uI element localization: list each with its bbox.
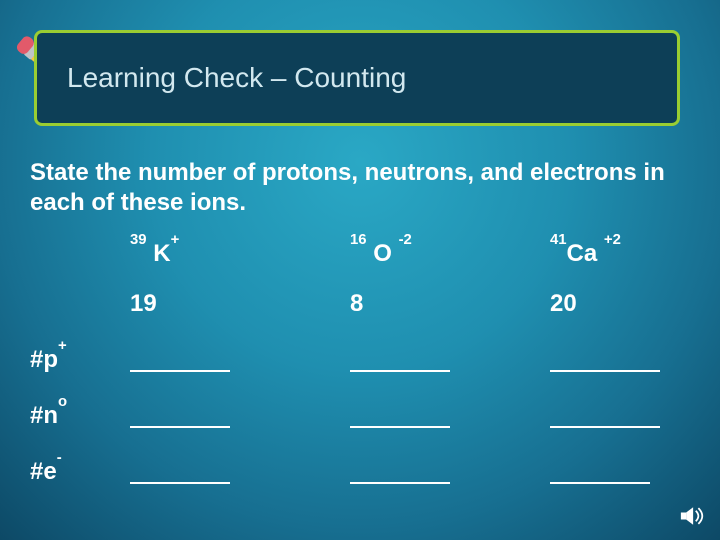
electrons-blank-3 [550, 458, 720, 491]
neutrons-label: #no [30, 402, 120, 430]
electrons-blank-2 [350, 458, 530, 491]
slide-title: Learning Check – Counting [67, 62, 406, 94]
protons-blank-2 [350, 346, 530, 379]
z-col-3: 20 [550, 290, 720, 318]
neutrons-blank-2 [350, 402, 530, 435]
slide: Learning Check – Counting State the numb… [0, 0, 720, 540]
instruction-text: State the number of protons, neutrons, a… [30, 158, 710, 218]
electrons-blank-1 [130, 458, 310, 491]
title-box: Learning Check – Counting [34, 30, 680, 126]
ion-table: 39 K+ 16 O -2 41Ca +2 19 8 20 #p+ [30, 240, 700, 508]
neutrons-row: #no [30, 402, 700, 452]
protons-row: #p+ [30, 346, 700, 396]
z-col-1: 19 [130, 290, 310, 318]
neutrons-blank-1 [130, 402, 310, 435]
ion-row: 39 K+ 16 O -2 41Ca +2 [30, 240, 700, 290]
sound-icon[interactable] [680, 504, 708, 528]
z-row: 19 8 20 [30, 290, 700, 340]
electrons-row: #e- [30, 458, 700, 508]
neutrons-blank-3 [550, 402, 720, 435]
protons-label: #p+ [30, 346, 120, 374]
ion-col-2: 16 O -2 [350, 240, 530, 268]
protons-blank-3 [550, 346, 720, 379]
electrons-label: #e- [30, 458, 120, 486]
ion-col-3: 41Ca +2 [550, 240, 720, 268]
protons-blank-1 [130, 346, 310, 379]
ion-col-1: 39 K+ [130, 240, 310, 268]
z-col-2: 8 [350, 290, 530, 318]
